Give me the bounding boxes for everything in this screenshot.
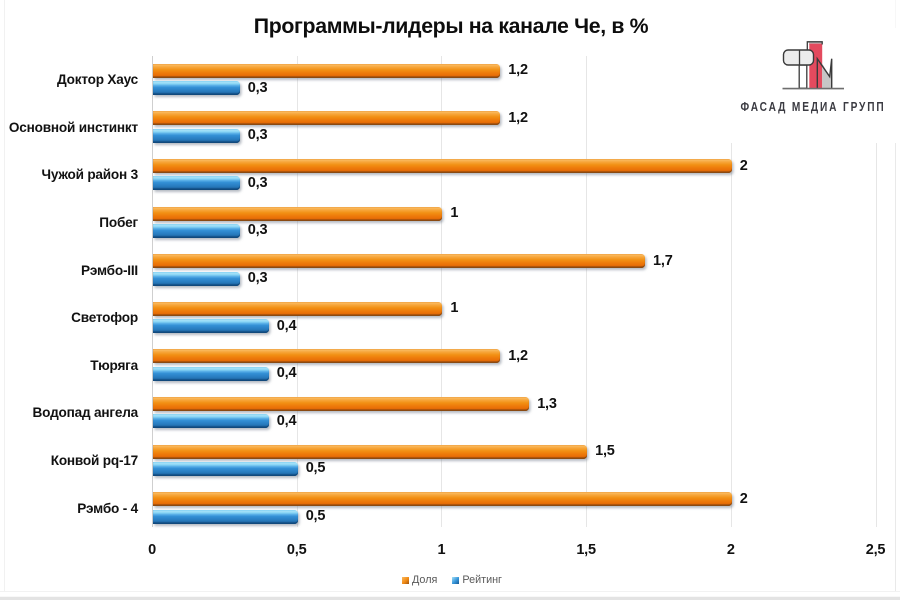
svg-text:ФАСАД МЕДИА ГРУПП: ФАСАД МЕДИА ГРУПП	[740, 100, 885, 114]
